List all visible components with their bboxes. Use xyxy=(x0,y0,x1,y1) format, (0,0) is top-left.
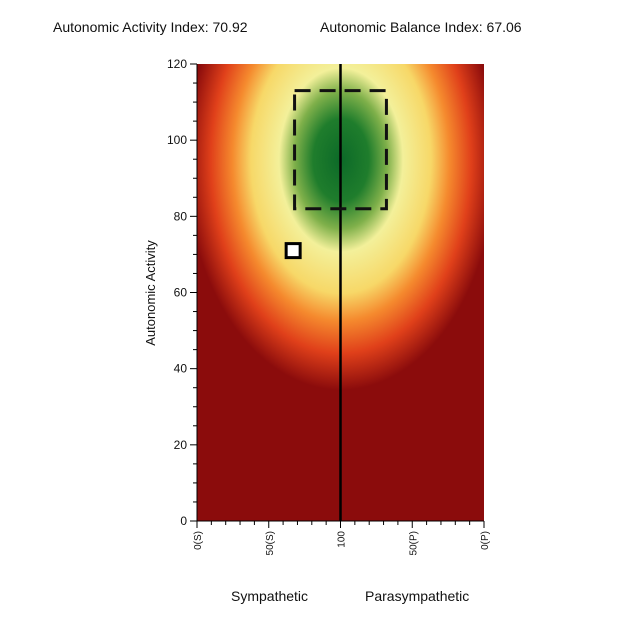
y-tick-label-3: 60 xyxy=(174,286,188,300)
x-tick-label-3: 50(P) xyxy=(408,531,419,555)
sympathetic-label: Sympathetic xyxy=(231,588,309,604)
y-tick-label-6: 120 xyxy=(167,57,187,71)
x-tick-label-0: 0(S) xyxy=(193,531,204,550)
measurement-marker xyxy=(284,242,302,260)
y-tick-label-4: 80 xyxy=(174,209,188,223)
x-tick-label-2: 100 xyxy=(337,531,348,548)
y-tick-label-2: 40 xyxy=(174,362,188,376)
activity-index-label: Autonomic Activity Index: 70.92 xyxy=(53,19,248,35)
x-tick-label-4: 0(P) xyxy=(480,531,491,550)
x-tick-label-1: 50(S) xyxy=(265,531,276,555)
target-zone-box xyxy=(293,89,388,211)
y-tick-label-1: 20 xyxy=(174,438,188,452)
y-tick-label-5: 100 xyxy=(167,133,187,147)
axis-ticks: 0 20 40 60 80 100 120 0(S) 50(S) 100 50(P) 0(P) xyxy=(167,57,491,555)
y-axis-label: Autonomic Activity xyxy=(143,240,158,346)
y-tick-label-0: 0 xyxy=(180,514,187,528)
balance-index-label: Autonomic Balance Index: 67.06 xyxy=(320,19,522,35)
parasympathetic-label: Parasympathetic xyxy=(365,588,470,604)
